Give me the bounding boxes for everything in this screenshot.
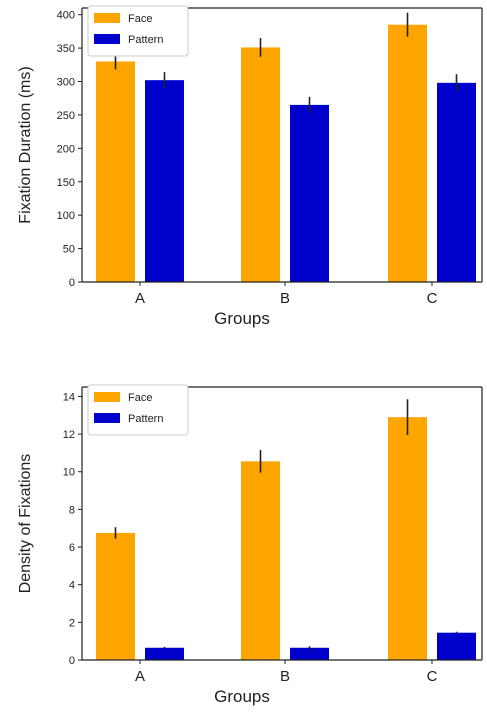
legend-label-pattern: Pattern (128, 34, 163, 46)
y-tick-label: 0 (69, 655, 75, 667)
legend-swatch-face (94, 13, 120, 23)
x-tick-label: A (135, 668, 145, 685)
y-tick-label: 6 (69, 542, 75, 554)
bar-face-c (388, 24, 427, 283)
y-tick-label: 300 (57, 77, 75, 89)
y-tick-label: 150 (57, 177, 75, 189)
y-tick-label: 400 (57, 10, 75, 22)
y-tick-label: 250 (57, 110, 75, 122)
bar-pattern-b (290, 647, 329, 660)
x-axis-label: Groups (214, 687, 270, 706)
bar-face-a (96, 532, 135, 660)
legend-swatch-face (94, 392, 120, 402)
y-tick-label: 50 (63, 244, 75, 256)
y-tick-label: 10 (63, 467, 75, 479)
y-tick-label: 200 (57, 143, 75, 155)
y-tick-label: 14 (63, 391, 75, 403)
x-axis-label: Groups (214, 309, 270, 328)
y-tick-label: 2 (69, 617, 75, 629)
bar-pattern-c (437, 632, 476, 660)
bar-face-b (241, 47, 280, 283)
bar-pattern-a (145, 647, 184, 660)
y-tick-label: 4 (69, 580, 75, 592)
legend-label-pattern: Pattern (128, 413, 163, 425)
y-axis-label: Density of Fixations (17, 454, 34, 594)
y-axis-label: Fixation Duration (ms) (17, 66, 34, 223)
bar-pattern-b (290, 104, 329, 282)
bar-face-b (241, 461, 280, 660)
x-tick-label: C (427, 668, 438, 685)
legend-label-face: Face (128, 13, 152, 25)
chart-panel-2: 0 2 4 6 8 10 12 14 A B C Groups Density of Fixations… (17, 384, 483, 706)
legend-label-face: Face (128, 392, 152, 404)
y-tick-label: 12 (63, 429, 75, 441)
y-tick-label: 100 (57, 210, 75, 222)
bar-face-a (96, 61, 135, 283)
bar-pattern-a (145, 80, 184, 282)
x-tick-label: B (280, 290, 290, 307)
x-tick-label: A (135, 290, 145, 307)
x-tick-label: B (280, 668, 290, 685)
bar-pattern-c (437, 82, 476, 282)
legend-swatch-pattern (94, 413, 120, 423)
legend: Face Pattern (87, 384, 189, 436)
y-tick-label: 8 (69, 504, 75, 516)
y-tick-label: 350 (57, 43, 75, 55)
y-tick-label: 0 (69, 277, 75, 289)
x-tick-label: C (427, 290, 438, 307)
bar-face-c (388, 417, 427, 660)
legend: Face Pattern (87, 5, 189, 57)
chart-panel-1: 0 50 100 150 200 250 300 350 400 A B C Groups Fixatio… (17, 5, 483, 328)
legend-swatch-pattern (94, 34, 120, 44)
